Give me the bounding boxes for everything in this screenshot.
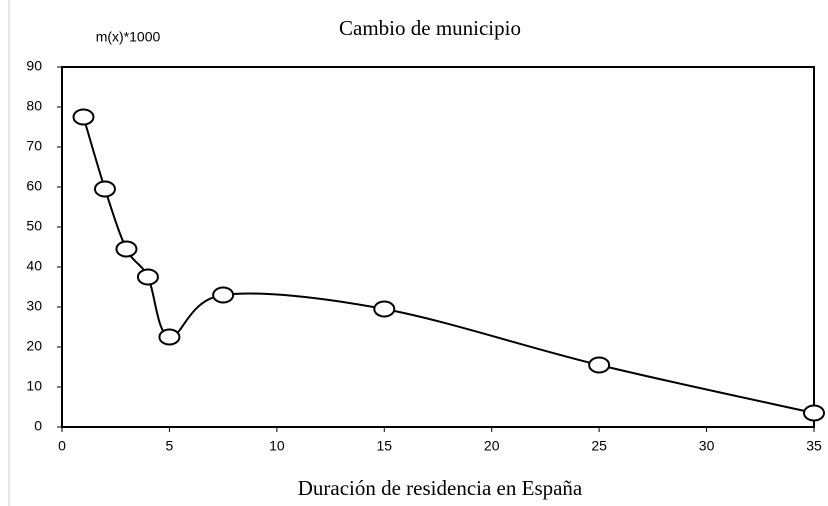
x-tick-label: 15	[376, 438, 392, 454]
data-point	[212, 286, 235, 304]
x-axis-label: Duración de residencia en España	[298, 476, 583, 500]
plot-frame	[61, 66, 815, 428]
data-point	[373, 300, 396, 318]
x-tick-label: 10	[269, 438, 285, 454]
y-tick-label: 10	[26, 378, 42, 394]
data-point	[115, 240, 138, 258]
data-point	[158, 328, 181, 346]
y-axis-label: m(x)*1000	[96, 29, 161, 45]
data-line	[82, 116, 815, 414]
y-tick-label: 80	[26, 98, 42, 114]
y-tick-label: 20	[26, 338, 42, 354]
y-tick-label: 50	[26, 218, 42, 234]
y-tick-label: 0	[34, 418, 42, 434]
data-point	[803, 404, 825, 422]
y-tick-label: 90	[26, 58, 42, 74]
y-tick-label: 30	[26, 298, 42, 314]
x-tick-label: 5	[166, 438, 174, 454]
x-tick-label: 35	[806, 438, 822, 454]
y-tick-label: 40	[26, 258, 42, 274]
chart-title: Cambio de municipio	[339, 16, 521, 40]
y-tick-label: 70	[26, 138, 42, 154]
data-point	[72, 108, 95, 126]
x-tick-label: 25	[591, 438, 607, 454]
data-point	[588, 356, 611, 374]
y-tick-label: 60	[26, 178, 42, 194]
x-tick-label: 0	[58, 438, 66, 454]
x-tick-label: 30	[699, 438, 715, 454]
data-point	[93, 180, 116, 198]
data-point	[136, 268, 159, 286]
x-tick-label: 20	[484, 438, 500, 454]
